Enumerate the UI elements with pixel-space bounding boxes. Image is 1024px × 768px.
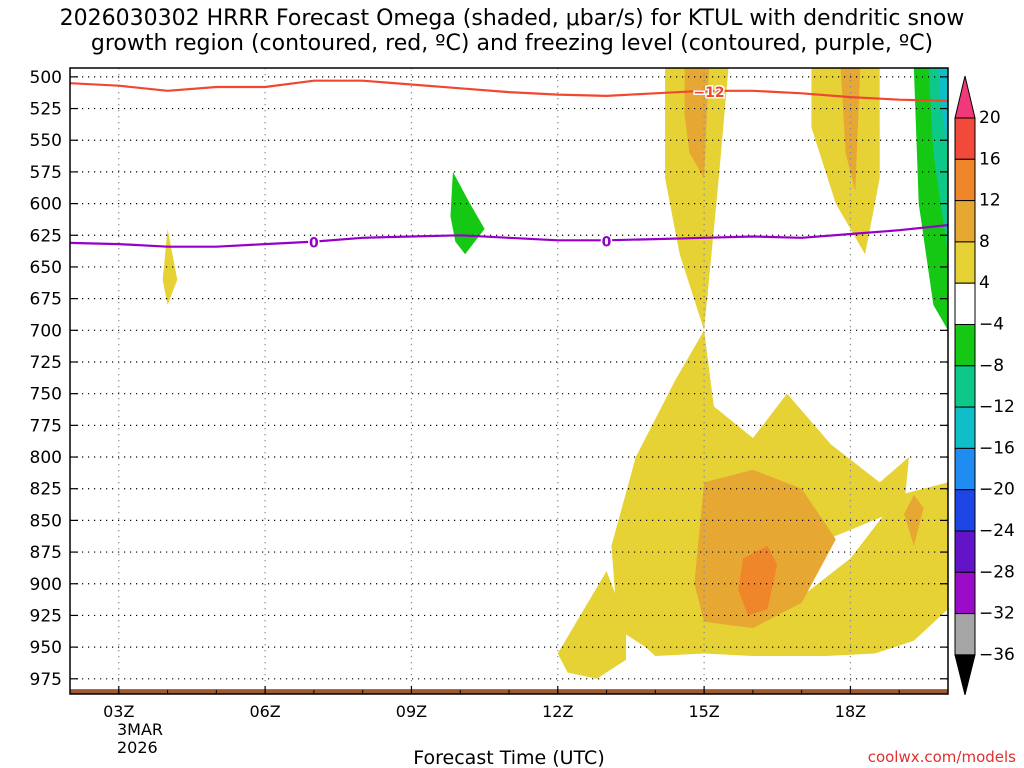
y-tick-label-850: 850 (30, 511, 62, 531)
y-tick-label-700: 700 (30, 321, 62, 341)
watermark: coolwx.com/models (868, 748, 1016, 766)
y-tick-label-775: 775 (30, 416, 62, 436)
contour-label-1-1: 0 (602, 234, 612, 250)
x-axis-ticks: 03Z 06Z 09Z 12Z 15Z 18Z (69, 686, 949, 721)
y-tick-label-600: 600 (30, 195, 62, 215)
shaded-region-13 (938, 68, 948, 153)
colorbar-label-9: −20 (979, 480, 1015, 500)
colorbar-swatch-4 (954, 241, 976, 284)
y-tick-label-825: 825 (30, 480, 62, 500)
x-tick-label-03Z: 03Z (103, 702, 134, 721)
colorbar-label-7: −12 (979, 397, 1015, 417)
x-axis-title: Forecast Time (UTC) (413, 747, 604, 768)
colorbar-label-13: −36 (979, 645, 1015, 665)
shaded-region-9 (738, 545, 778, 616)
contour-label-0-0: −12 (693, 85, 724, 101)
y-tick-label-625: 625 (30, 226, 62, 246)
colorbar-label-11: −28 (979, 562, 1015, 582)
colorbar-bottom-triangle (954, 654, 976, 696)
shaded-region-1 (557, 571, 627, 679)
y-tick-label-675: 675 (30, 290, 62, 310)
shaded-region-4 (162, 228, 178, 305)
contour-line-0 (69, 79, 949, 102)
colorbar-label-0: 20 (979, 108, 1001, 128)
y-tick-label-875: 875 (30, 543, 62, 563)
y-tick-label-975: 975 (30, 670, 62, 690)
y-tick-label-650: 650 (30, 258, 62, 278)
colorbar-swatch-2 (954, 158, 976, 202)
x-tick-label-15Z: 15Z (688, 702, 719, 721)
title-line-2: growth region (contoured, red, ºC) and f… (90, 31, 934, 56)
y-tick-label-575: 575 (30, 163, 62, 183)
shaded-region-10 (450, 171, 485, 255)
y-tick-label-900: 900 (30, 575, 62, 595)
shaded-region-6 (684, 68, 709, 179)
grid-lines (70, 68, 948, 694)
date-label-day: 3MAR (117, 720, 163, 739)
shaded-region-7 (840, 68, 861, 191)
chart-title: 2026030302 HRRR Forecast Omega (shaded, … (0, 6, 1024, 56)
colorbar-label-5: −4 (979, 315, 1004, 335)
contour-line-1 (69, 224, 949, 248)
colorbar-swatch-10 (954, 489, 976, 532)
shaded-region-3 (811, 68, 880, 255)
colorbar-swatch-8 (954, 406, 976, 449)
colorbar-label-4: 4 (979, 273, 990, 293)
colorbar-label-3: 8 (979, 232, 990, 252)
x-tick-label-09Z: 09Z (396, 702, 427, 721)
colorbar-swatch-11 (954, 530, 976, 573)
colorbar-label-8: −16 (979, 438, 1015, 458)
colorbar-swatch-5 (954, 282, 976, 326)
colorbar-swatch-9 (954, 447, 976, 491)
title-line-1: 2026030302 HRRR Forecast Omega (shaded, … (59, 6, 965, 31)
contour-label-1-0: 0 (309, 236, 319, 252)
omega-shading-layer (162, 68, 948, 679)
y-axis-ticks: 500 525 550 575 600 625 650 675 700 725 750 775 800 8… (30, 68, 948, 690)
y-tick-label-925: 925 (30, 606, 62, 626)
y-tick-label-750: 750 (30, 385, 62, 405)
colorbar-label-2: 12 (979, 191, 1001, 211)
colorbar-swatch-12 (954, 571, 976, 615)
shaded-region-2 (665, 68, 729, 331)
y-tick-label-950: 950 (30, 638, 62, 658)
x-tick-label-12Z: 12Z (542, 702, 573, 721)
y-tick-label-525: 525 (30, 100, 62, 120)
colorbar-swatch-6 (954, 324, 976, 367)
colorbar: 20 16 12 8 4 −4 −8 −12 −16 −20 −24 −28 −32 −36 (954, 75, 1015, 696)
colorbar-label-1: 16 (979, 149, 1001, 169)
colorbar-label-10: −24 (979, 521, 1015, 541)
y-tick-label-500: 500 (30, 68, 62, 88)
colorbar-swatch-1 (954, 117, 976, 160)
colorbar-swatch-3 (954, 200, 976, 243)
y-tick-label-550: 550 (30, 131, 62, 151)
y-tick-label-725: 725 (30, 353, 62, 373)
colorbar-swatch-13 (954, 613, 976, 656)
colorbar-swatch-7 (954, 365, 976, 408)
shaded-region-8 (904, 495, 924, 546)
x-tick-label-18Z: 18Z (835, 702, 866, 721)
contour-layer: −12 0 0 (69, 79, 949, 253)
colorbar-label-6: −8 (979, 356, 1004, 376)
colorbar-label-12: −32 (979, 604, 1015, 624)
y-tick-label-800: 800 (30, 448, 62, 468)
colorbar-top-triangle (954, 75, 976, 119)
date-label-year: 2026 (117, 738, 158, 757)
x-tick-label-06Z: 06Z (249, 702, 280, 721)
